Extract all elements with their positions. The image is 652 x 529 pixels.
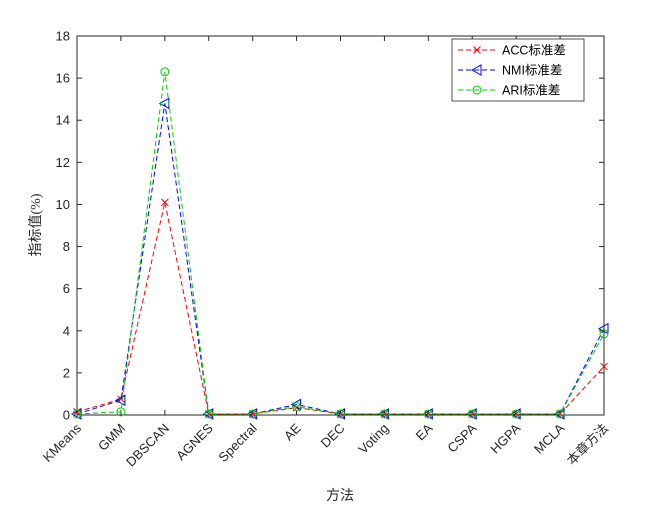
y-tick-label: 10 [56, 197, 70, 212]
data-point [292, 402, 302, 412]
data-point [116, 407, 126, 417]
data-point [599, 329, 609, 339]
data-point [600, 362, 608, 371]
y-tick-label: 18 [56, 29, 70, 44]
x-axis-title: 方法 [326, 488, 354, 504]
y-tick-label: 14 [56, 113, 70, 128]
series-2 [72, 67, 609, 419]
data-point [114, 394, 126, 407]
legend-entry: ARI标准差 [458, 84, 560, 98]
legend-entry: NMI标准差 [458, 64, 562, 78]
y-tick-label: 6 [63, 281, 70, 296]
series-layer [70, 67, 609, 420]
legend-entry: ACC标准差 [458, 44, 566, 58]
data-point [248, 409, 258, 419]
y-axis: 0 2 4 6 8 10 12 14 16 18 [56, 29, 604, 423]
data-point [160, 198, 169, 207]
legend-marker [473, 46, 481, 54]
y-tick-label: 8 [63, 239, 70, 254]
y-tick-label: 2 [63, 365, 70, 380]
data-point [72, 409, 82, 419]
legend-label: NMI标准差 [502, 64, 562, 78]
legend-label: ARI标准差 [502, 84, 560, 98]
legend-marker [472, 85, 482, 95]
data-point [555, 409, 565, 419]
y-tick-label: 16 [56, 71, 70, 86]
legend-marker [470, 64, 482, 76]
legend: ACC标准差 NMI标准差 ARI标准差 [451, 38, 585, 102]
y-tick-label: 4 [63, 323, 70, 338]
series-line [76, 71, 605, 415]
y-tick-label: 0 [63, 408, 70, 423]
data-point [467, 409, 477, 419]
data-point [204, 409, 214, 419]
y-tick-label: 12 [56, 155, 70, 170]
legend-label: ACC标准差 [502, 44, 566, 58]
y-axis-title: 指标值(%) [28, 193, 44, 256]
data-point [597, 322, 609, 335]
data-point [423, 409, 433, 419]
data-point [511, 409, 521, 419]
data-point [160, 67, 170, 77]
data-point [248, 410, 257, 418]
data-point [336, 409, 345, 419]
data-point [379, 409, 389, 419]
